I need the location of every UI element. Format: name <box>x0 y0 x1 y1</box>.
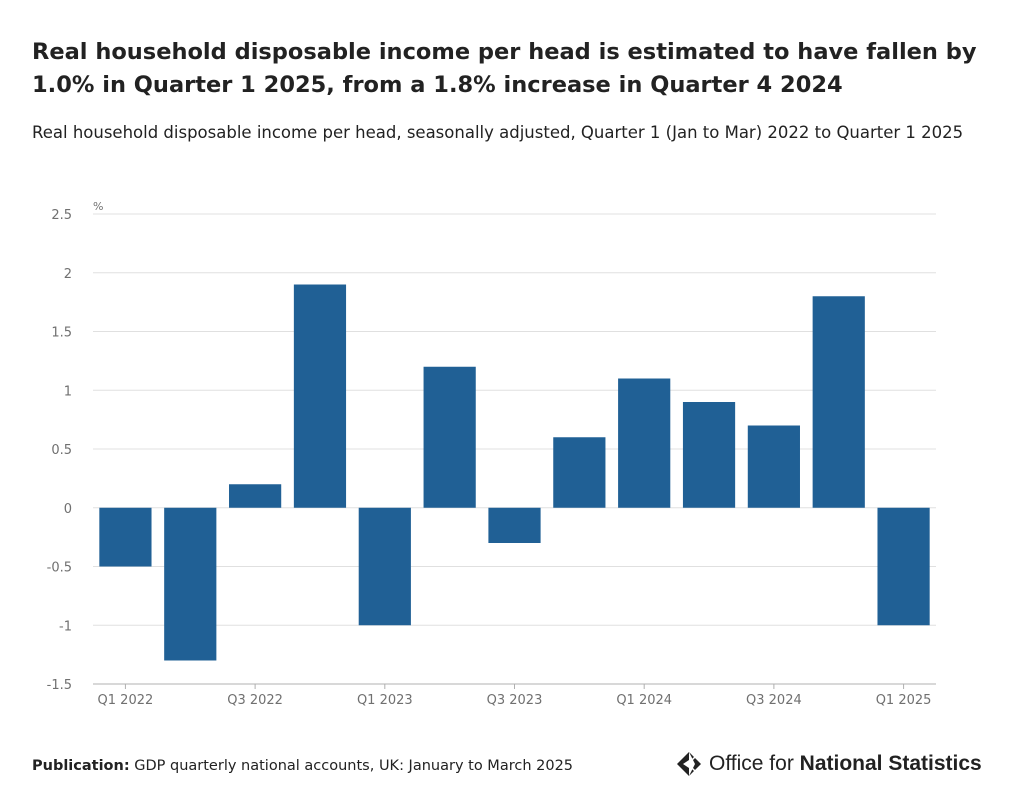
bar <box>164 507 217 661</box>
x-tick-label: Q1 2024 <box>616 693 672 708</box>
logo-text-regular: Office for <box>709 752 800 775</box>
bar <box>877 507 930 626</box>
publication-text: GDP quarterly national accounts, UK: Jan… <box>134 758 574 774</box>
y-tick-label: 0 <box>64 502 72 517</box>
bar <box>682 402 736 508</box>
bar <box>618 378 671 508</box>
bar <box>293 284 347 508</box>
x-tick-label: Q3 2023 <box>487 693 543 708</box>
bar <box>358 507 411 626</box>
y-tick-label: -0.5 <box>47 561 72 576</box>
y-tick-label: 2.5 <box>51 208 72 223</box>
bar <box>812 296 865 508</box>
y-tick-label: 1.5 <box>51 326 72 341</box>
publication-label: Publication: <box>32 758 130 774</box>
bar <box>488 507 541 543</box>
y-tick-label: -1.5 <box>47 678 72 693</box>
bar-chart: 2.5 2 1.5 1 0.5 0 -0.5 -1 -1.5% Q1 2022 Q3 2022 Q1 … <box>47 200 936 708</box>
y-tick-label: 2 <box>64 267 72 282</box>
ons-logo: Office for National Statistics <box>675 748 982 780</box>
logo-text-bold: National Statistics <box>799 752 982 775</box>
x-tick-label: Q1 2022 <box>98 693 154 708</box>
x-tick-label: Q3 2024 <box>746 693 802 708</box>
ons-logo-text: Office for National Statistics <box>709 752 982 776</box>
x-tick-label: Q1 2025 <box>876 693 932 708</box>
y-tick-label: -1 <box>59 619 72 634</box>
bar <box>99 507 152 567</box>
bar <box>747 425 800 508</box>
chart-subtitle: Real household disposable income per hea… <box>32 123 964 142</box>
ons-logo-icon <box>677 752 701 776</box>
chart-title: Real household disposable income per hea… <box>32 39 977 98</box>
y-tick-label: 1 <box>64 384 72 399</box>
x-tick-label: Q3 2022 <box>227 693 283 708</box>
y-axis-unit-label: % <box>93 200 103 213</box>
y-tick-label: 0.5 <box>51 443 72 458</box>
bar <box>229 484 282 508</box>
publication-note: Publication: GDP quarterly national acco… <box>32 758 573 774</box>
x-tick-label: Q1 2023 <box>357 693 413 708</box>
bar <box>553 437 606 508</box>
bar <box>423 366 476 508</box>
